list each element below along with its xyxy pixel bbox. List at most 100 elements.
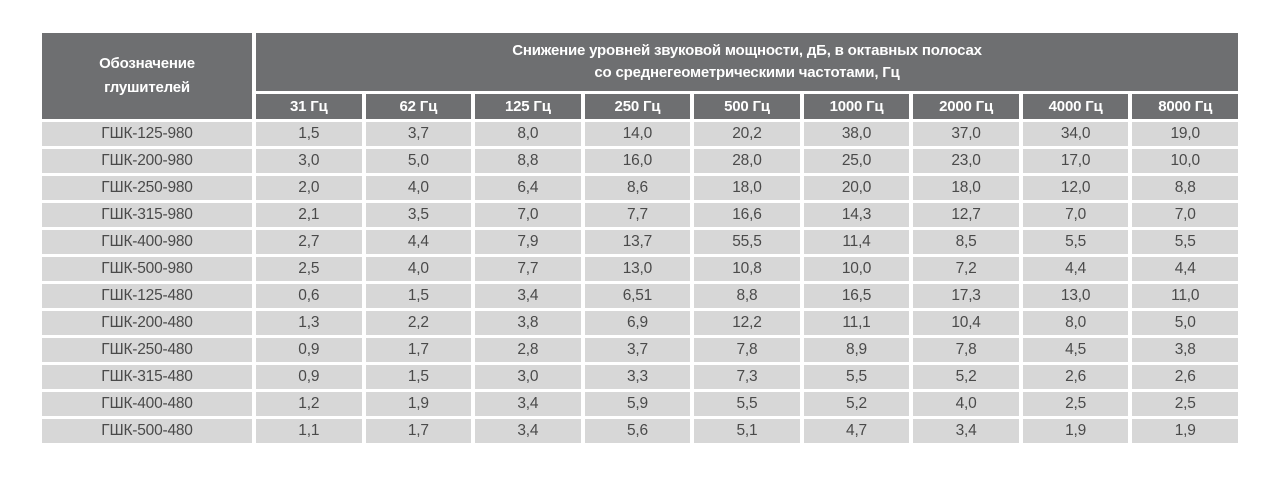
table-cell: 16,5 [803,284,910,308]
table-cell: 3,4 [475,284,581,308]
row-label: ГШК-250-480 [42,338,252,362]
silencers-table-container: Обозначение глушителей Снижение уровней … [38,30,1242,446]
table-cell: 7,7 [584,203,691,227]
table-cell: 17,0 [1022,149,1129,173]
corner-header-line1: Обозначение [99,55,195,72]
table-cell: 3,0 [475,365,581,389]
table-cell: 5,1 [694,419,800,443]
table-cell: 1,3 [256,311,362,335]
table-cell: 8,6 [584,176,691,200]
table-cell: 2,6 [1022,365,1129,389]
table-header-row-main: Обозначение глушителей Снижение уровней … [42,33,1238,119]
main-header-line2: со среднегеометрическими частотами, Гц [594,64,900,81]
main-header-attenuation: Снижение уровней звуковой мощности, дБ, … [256,33,1238,91]
table-cell: 10,0 [803,257,910,281]
corner-header-designation: Обозначение глушителей [42,33,252,119]
table-cell: 6,51 [584,284,691,308]
row-label: ГШК-400-480 [42,392,252,416]
row-label: ГШК-315-480 [42,365,252,389]
table-cell: 2,1 [256,203,362,227]
table-cell: 1,9 [1132,419,1238,443]
table-cell: 3,8 [1132,338,1238,362]
table-cell: 2,6 [1132,365,1238,389]
table-cell: 1,7 [365,419,472,443]
table-cell: 19,0 [1132,122,1238,146]
table-cell: 10,4 [913,311,1019,335]
table-body: ГШК-125-980 1,5 3,7 8,0 14,0 20,2 38,0 37,0 34,0… [42,122,1238,443]
table-cell: 5,5 [694,392,800,416]
table-cell: 3,8 [475,311,581,335]
table-cell: 5,9 [584,392,691,416]
freq-header-250: 250 Гц [584,94,691,119]
table-cell: 5,6 [584,419,691,443]
freq-header-2000: 2000 Гц [913,94,1019,119]
table-cell: 3,3 [584,365,691,389]
table-cell: 38,0 [803,122,910,146]
table-cell: 5,5 [803,365,910,389]
silencers-attenuation-table: Обозначение глушителей Снижение уровней … [38,30,1242,446]
table-cell: 2,2 [365,311,472,335]
table-cell: 7,9 [475,230,581,254]
table-cell: 11,1 [803,311,910,335]
row-label: ГШК-200-980 [42,149,252,173]
table-cell: 0,9 [256,338,362,362]
table-cell: 18,0 [913,176,1019,200]
freq-header-500: 500 Гц [694,94,800,119]
table-cell: 4,5 [1022,338,1129,362]
table-cell: 7,0 [1132,203,1238,227]
table-cell: 4,4 [1022,257,1129,281]
table-cell: 1,7 [365,338,472,362]
table-row: ГШК-315-480 0,9 1,5 3,0 3,3 7,3 5,5 5,2 2,6 2,6 [42,365,1238,389]
table-cell: 2,8 [475,338,581,362]
table-cell: 8,0 [475,122,581,146]
freq-header-8000: 8000 Гц [1132,94,1238,119]
table-cell: 3,5 [365,203,472,227]
table-cell: 1,2 [256,392,362,416]
table-cell: 8,8 [694,284,800,308]
table-cell: 8,9 [803,338,910,362]
table-cell: 5,0 [1132,311,1238,335]
table-cell: 23,0 [913,149,1019,173]
table-cell: 7,7 [475,257,581,281]
table-cell: 2,5 [256,257,362,281]
row-label: ГШК-315-980 [42,203,252,227]
table-cell: 4,0 [365,176,472,200]
table-row: ГШК-400-480 1,2 1,9 3,4 5,9 5,5 5,2 4,0 2,5 2,5 [42,392,1238,416]
table-cell: 8,0 [1022,311,1129,335]
table-cell: 3,0 [256,149,362,173]
table-cell: 8,8 [1132,176,1238,200]
table-row: ГШК-400-980 2,7 4,4 7,9 13,7 55,5 11,4 8,5 5,5 5,… [42,230,1238,254]
table-cell: 34,0 [1022,122,1129,146]
table-cell: 13,0 [1022,284,1129,308]
main-header-line1: Снижение уровней звуковой мощности, дБ, … [512,41,982,59]
table-row: ГШК-250-480 0,9 1,7 2,8 3,7 7,8 8,9 7,8 4,5 3,8 [42,338,1238,362]
table-cell: 7,0 [475,203,581,227]
table-cell: 2,5 [1022,392,1129,416]
table-cell: 16,6 [694,203,800,227]
table-cell: 4,0 [365,257,472,281]
table-cell: 7,8 [694,338,800,362]
table-cell: 11,0 [1132,284,1238,308]
table-cell: 14,0 [584,122,691,146]
table-row: ГШК-125-980 1,5 3,7 8,0 14,0 20,2 38,0 37,0 34,0… [42,122,1238,146]
table-cell: 0,6 [256,284,362,308]
table-cell: 13,0 [584,257,691,281]
table-cell: 6,9 [584,311,691,335]
table-cell: 18,0 [694,176,800,200]
table-cell: 20,2 [694,122,800,146]
table-cell: 7,8 [913,338,1019,362]
table-cell: 37,0 [913,122,1019,146]
table-cell: 13,7 [584,230,691,254]
row-label: ГШК-200-480 [42,311,252,335]
table-row: ГШК-200-480 1,3 2,2 3,8 6,9 12,2 11,1 10,4 8,0 5,… [42,311,1238,335]
table-row: ГШК-200-980 3,0 5,0 8,8 16,0 28,0 25,0 23,0 17,0… [42,149,1238,173]
freq-header-4000: 4000 Гц [1022,94,1129,119]
table-cell: 4,4 [365,230,472,254]
table-cell: 3,4 [475,392,581,416]
table-cell: 3,4 [475,419,581,443]
table-cell: 5,2 [803,392,910,416]
row-label: ГШК-400-980 [42,230,252,254]
freq-header-31: 31 Гц [256,94,362,119]
table-row: ГШК-315-980 2,1 3,5 7,0 7,7 16,6 14,3 12,7 7,0 7,… [42,203,1238,227]
table-cell: 1,9 [365,392,472,416]
